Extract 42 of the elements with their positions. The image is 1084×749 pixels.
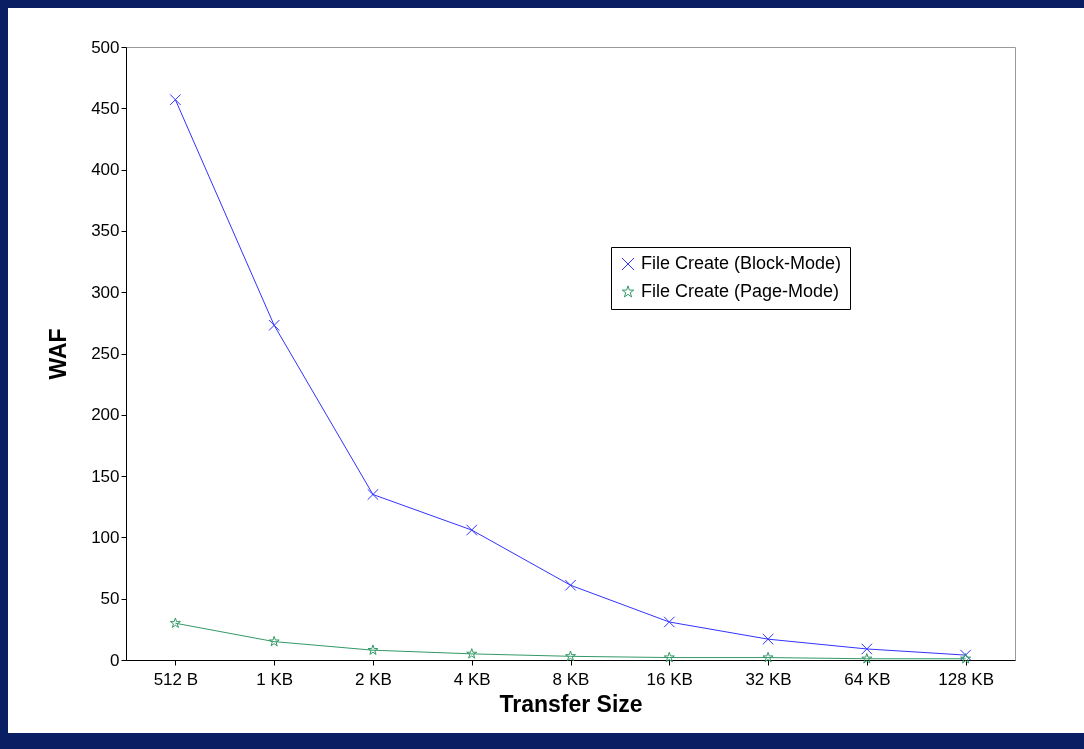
- point: [959, 649, 972, 661]
- point: [268, 635, 280, 647]
- point: [861, 643, 873, 655]
- point: [663, 616, 676, 628]
- y-tick-label: 450: [91, 98, 120, 118]
- y-axis-title: WAF: [45, 328, 72, 380]
- y-tick-label: 0: [110, 650, 120, 670]
- x-tick-label: 128 KB: [938, 669, 994, 689]
- x-tick-label: 4 KB: [453, 669, 491, 689]
- point: [564, 579, 577, 591]
- legend-label: File Create (Page-Mode): [641, 281, 840, 301]
- point: [367, 488, 379, 501]
- y-tick-label: 200: [91, 405, 120, 425]
- y-tick-label: 350: [91, 221, 120, 241]
- x-tick-label: 16 KB: [646, 669, 693, 689]
- point: [861, 653, 873, 664]
- y-tick-label: 250: [91, 344, 120, 363]
- x-tick-label: 2 KB: [355, 669, 392, 689]
- x-tick-label: 8 KB: [552, 669, 590, 689]
- point: [762, 633, 774, 645]
- point: [565, 650, 576, 662]
- y-tick-label: 400: [91, 160, 120, 180]
- point: [663, 651, 675, 663]
- legend-label: File Create (Block-Mode): [641, 253, 842, 273]
- y-tick-label: 50: [100, 589, 120, 609]
- point: [960, 653, 972, 664]
- point: [762, 651, 774, 663]
- point: [169, 617, 181, 628]
- point: [466, 648, 478, 659]
- x-tick-label: 1 KB: [256, 669, 294, 689]
- x-tick-label: 32 KB: [745, 669, 792, 689]
- point: [465, 524, 478, 536]
- y-tick-label: 100: [91, 527, 120, 547]
- point: [169, 93, 182, 106]
- point: [268, 319, 280, 332]
- x-tick-label: 512 B: [153, 669, 199, 689]
- point: [367, 644, 379, 655]
- x-tick-label: 64 KB: [844, 669, 891, 689]
- y-tick-label: 500: [91, 37, 120, 57]
- y-tick-label: 300: [91, 282, 120, 302]
- y-tick-label: 150: [91, 466, 120, 486]
- x-axis-title: Transfer Size: [499, 690, 643, 717]
